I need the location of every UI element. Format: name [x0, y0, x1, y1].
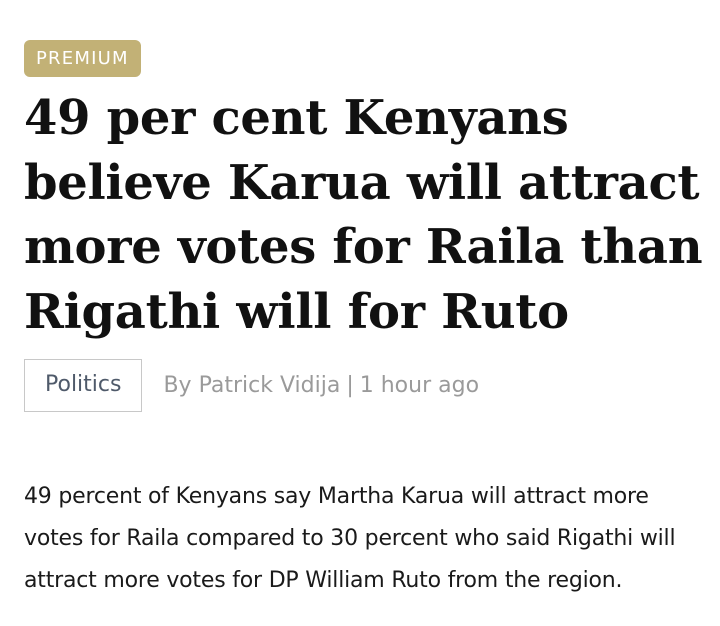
category-tag-politics[interactable]: Politics — [24, 359, 143, 412]
byline: By Patrick Vidija | 1 hour ago — [163, 373, 479, 398]
publish-timestamp: 1 hour ago — [359, 373, 480, 398]
article-headline[interactable]: 49 per cent Kenyans believe Karua will a… — [24, 90, 703, 340]
author-name[interactable]: Patrick Vidija — [198, 373, 341, 398]
byline-separator: | — [346, 373, 354, 398]
article-summary: 49 percent of Kenyans say Martha Karua w… — [24, 484, 676, 593]
article-meta: Politics By Patrick Vidija | 1 hour ago — [24, 359, 479, 412]
premium-badge: PREMIUM — [24, 40, 141, 77]
author-prefix: By — [163, 373, 192, 398]
